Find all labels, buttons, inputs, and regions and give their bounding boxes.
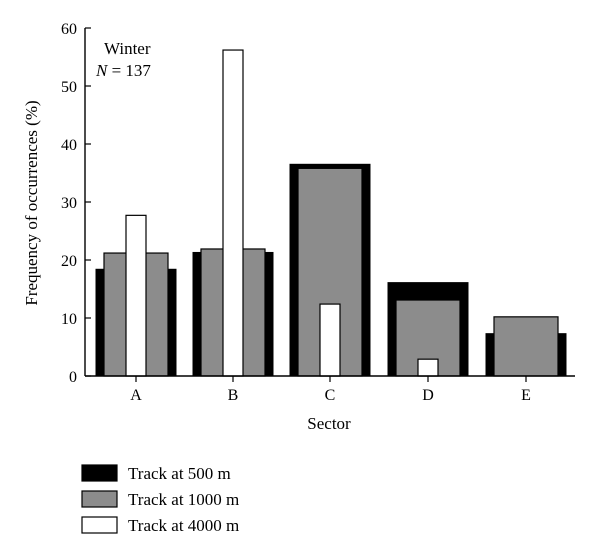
legend-label-4000m: Track at 4000 m (128, 516, 239, 535)
x-tick-label-C: C (325, 387, 336, 404)
legend-label-500m: Track at 500 m (128, 464, 231, 483)
bar-4000m-B (222, 49, 244, 377)
annotation-n-label: N (95, 61, 109, 80)
y-tick-label-50: 50 (61, 79, 77, 96)
bar-1000m-E (493, 316, 559, 377)
annotation-n-value: = 137 (107, 61, 151, 80)
bars-layer (95, 49, 567, 377)
y-tick-label-40: 40 (61, 137, 77, 154)
legend-label-1000m: Track at 1000 m (128, 490, 239, 509)
axes-layer: A B C D E 0 10 20 30 40 50 60 (61, 21, 575, 404)
x-tick-label-D: D (422, 387, 434, 404)
annotation-sample-size: N = 137 (95, 61, 151, 80)
y-tick-label-60: 60 (61, 21, 77, 38)
annotation-season: Winter (104, 39, 151, 58)
x-tick-label-A: A (130, 387, 142, 404)
bar-4000m-D (417, 358, 439, 377)
x-axis-title: Sector (307, 414, 351, 433)
y-tick-label-10: 10 (61, 311, 77, 328)
legend-swatch-1000m (81, 490, 118, 508)
x-tick-label-B: B (228, 387, 239, 404)
y-axis-title: Frequency of occurrences (%) (22, 100, 41, 305)
legend-swatch-4000m (81, 516, 118, 534)
y-tick-label-30: 30 (61, 195, 77, 212)
y-tick-label-0: 0 (69, 369, 77, 386)
bar-4000m-C (319, 303, 341, 377)
y-tick-label-20: 20 (61, 253, 77, 270)
bar-4000m-A (125, 214, 147, 377)
legend-swatch-500m (81, 464, 118, 482)
x-tick-label-E: E (521, 387, 531, 404)
legend: Track at 500 m Track at 1000 m Track at … (81, 464, 239, 535)
